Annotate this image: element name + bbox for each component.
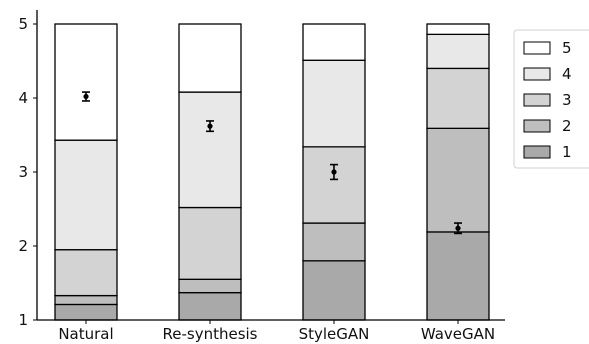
plot-area bbox=[54, 23, 490, 321]
x-tick-label: WaveGAN bbox=[421, 325, 495, 343]
legend-item-2: 2 bbox=[523, 117, 572, 135]
legend-swatch bbox=[523, 119, 551, 133]
bar-segment-natural-score-5 bbox=[54, 23, 118, 141]
bar-segment-re-synthesis-score-3 bbox=[178, 206, 242, 280]
bar-segment-wavegan-score-5 bbox=[426, 23, 490, 36]
legend-label: 1 bbox=[562, 143, 572, 161]
x-tick-label: StyleGAN bbox=[299, 325, 370, 343]
bar-segment-stylegan-score-1 bbox=[302, 260, 366, 321]
legend-swatch bbox=[523, 67, 551, 81]
bar-segment-re-synthesis-score-1 bbox=[178, 291, 242, 321]
bar-segment-stylegan-score-3 bbox=[302, 146, 366, 224]
bar-segment-stylegan-score-2 bbox=[302, 222, 366, 262]
bar-segment-re-synthesis-score-2 bbox=[178, 278, 242, 294]
legend-swatch bbox=[523, 41, 551, 55]
legend-label: 3 bbox=[562, 91, 572, 109]
legend-item-4: 4 bbox=[523, 65, 572, 83]
mean-point-re-synthesis bbox=[207, 123, 213, 129]
y-tick-label: 2 bbox=[18, 237, 28, 255]
y-tick-label: 3 bbox=[18, 163, 28, 181]
mean-point-natural bbox=[83, 93, 89, 100]
bar-segment-re-synthesis-score-5 bbox=[178, 23, 242, 93]
bar-segment-wavegan-score-4 bbox=[426, 33, 490, 70]
bar-segment-natural-score-4 bbox=[54, 139, 118, 251]
mean-point-wavegan bbox=[455, 225, 461, 231]
legend-frame bbox=[513, 29, 589, 169]
axes: Natural Re-synthesis StyleGAN WaveGAN 1 2 3 4 5 bbox=[18, 10, 505, 343]
legend-swatch bbox=[523, 93, 551, 107]
legend-item-3: 3 bbox=[523, 91, 572, 109]
legend-label: 2 bbox=[562, 117, 572, 135]
legend-item-1: 1 bbox=[523, 143, 572, 161]
legend-label: 5 bbox=[562, 39, 572, 57]
mean-point-stylegan bbox=[331, 169, 337, 175]
bar-segment-stylegan-score-5 bbox=[302, 23, 366, 61]
legend: 5 4 3 2 1 bbox=[513, 29, 589, 169]
legend-swatch bbox=[523, 145, 551, 159]
bar-segment-re-synthesis-score-4 bbox=[178, 91, 242, 209]
legend-label: 4 bbox=[562, 65, 572, 83]
bar-segment-natural-score-2 bbox=[54, 294, 118, 306]
x-tick-label: Natural bbox=[58, 325, 113, 343]
legend-item-5: 5 bbox=[523, 39, 572, 57]
bar-segment-stylegan-score-4 bbox=[302, 59, 366, 148]
y-tick-label: 1 bbox=[18, 311, 28, 329]
x-tick-label: Re-synthesis bbox=[162, 325, 257, 343]
y-tick-label: 4 bbox=[18, 89, 28, 107]
bar-segment-natural-score-3 bbox=[54, 249, 118, 297]
bar-segment-wavegan-score-2 bbox=[426, 127, 490, 233]
bar-segment-wavegan-score-1 bbox=[426, 231, 490, 321]
y-tick-label: 5 bbox=[18, 15, 28, 33]
bar-segment-wavegan-score-3 bbox=[426, 67, 490, 129]
bar-segment-natural-score-1 bbox=[54, 303, 118, 321]
